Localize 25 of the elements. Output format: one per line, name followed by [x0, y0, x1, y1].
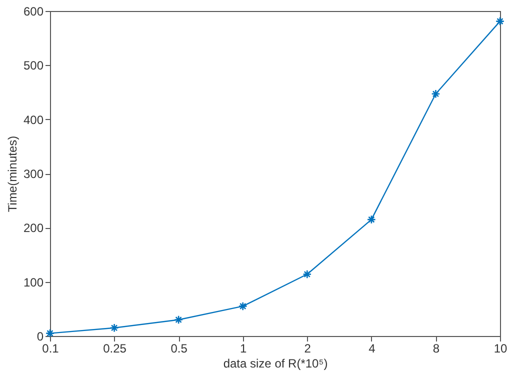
- y-tick-label: 100: [23, 275, 44, 290]
- point: [431, 89, 440, 98]
- y-tick-label: 0: [36, 330, 44, 344]
- point: [45, 328, 55, 338]
- x-tick-label: 2: [304, 342, 312, 356]
- y-tick-label: 300: [23, 167, 44, 181]
- point: [495, 16, 505, 26]
- x-tick-label: 0.1: [42, 342, 60, 356]
- x-tick-label: 10: [494, 342, 508, 356]
- x-tick-label: 4: [368, 342, 376, 356]
- x-tick-label: 0.25: [103, 342, 127, 356]
- y-tick-label: 500: [23, 58, 44, 73]
- y-tick-label: 200: [23, 221, 44, 236]
- y-axis-title: Time(minutes): [5, 136, 20, 212]
- point: [302, 270, 312, 279]
- y-tick-label: 400: [23, 112, 44, 127]
- point: [110, 323, 119, 332]
- point: [238, 302, 248, 311]
- x-tick-label: 8: [432, 342, 440, 356]
- point: [366, 215, 376, 224]
- x-tick-label: 1: [240, 342, 248, 356]
- y-tick-label: 600: [23, 4, 44, 18]
- point: [174, 315, 184, 324]
- x-tick-label: 0.5: [170, 342, 188, 356]
- x-axis-title: data size of R(*10⁵): [223, 356, 328, 370]
